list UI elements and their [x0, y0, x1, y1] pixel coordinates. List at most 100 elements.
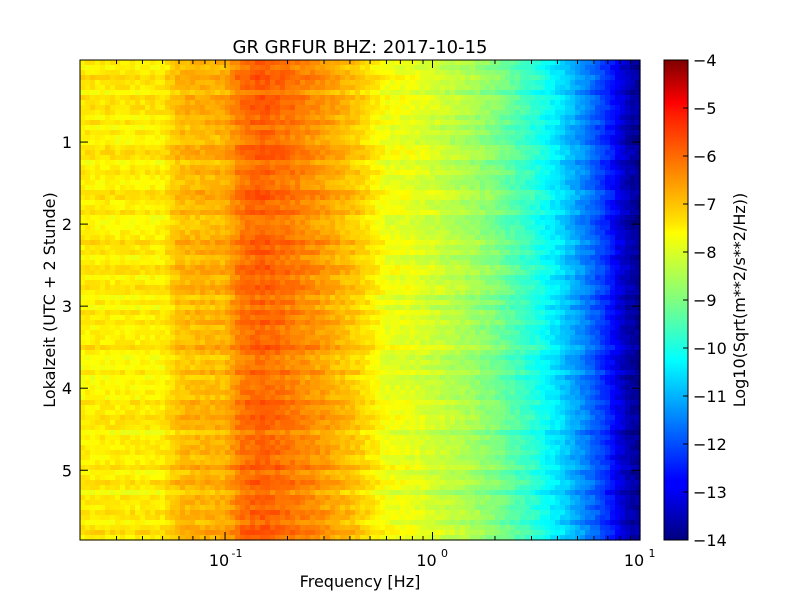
heatmap-cell — [160, 105, 166, 111]
heatmap-cell — [100, 390, 106, 396]
heatmap-cell — [185, 460, 191, 466]
heatmap-cell — [145, 530, 151, 536]
heatmap-cell — [315, 395, 321, 401]
heatmap-cell — [125, 105, 131, 111]
heatmap-cell — [285, 135, 291, 141]
heatmap-cell — [335, 510, 341, 516]
heatmap-cell — [200, 220, 206, 226]
heatmap-cell — [210, 100, 216, 106]
heatmap-cell — [215, 400, 221, 406]
heatmap-cell — [115, 345, 121, 351]
heatmap-cell — [125, 335, 131, 341]
heatmap-cell — [100, 450, 106, 456]
heatmap-cell — [160, 90, 166, 96]
heatmap-cell — [325, 210, 331, 216]
heatmap-cell — [245, 100, 251, 106]
heatmap-cell — [180, 450, 186, 456]
heatmap-cell — [255, 130, 261, 136]
heatmap-cell — [205, 380, 211, 386]
heatmap-cell — [85, 250, 91, 256]
heatmap-cell — [315, 190, 321, 196]
heatmap-cell — [100, 505, 106, 511]
heatmap-cell — [275, 165, 281, 171]
heatmap-cell — [100, 525, 106, 531]
heatmap-cell — [195, 100, 201, 106]
heatmap-cell — [310, 120, 316, 126]
heatmap-cell — [260, 380, 266, 386]
heatmap-cell — [315, 150, 321, 156]
heatmap-cell — [135, 190, 141, 196]
heatmap-cell — [225, 260, 231, 266]
heatmap-cell — [90, 470, 96, 476]
heatmap-cell — [230, 400, 236, 406]
heatmap-cell — [310, 255, 316, 261]
heatmap-cell — [325, 520, 331, 526]
heatmap-cell — [295, 165, 301, 171]
heatmap-cell — [140, 160, 146, 166]
heatmap-cell — [125, 330, 131, 336]
heatmap-cell — [270, 190, 276, 196]
heatmap-cell — [85, 375, 91, 381]
heatmap-cell — [85, 260, 91, 266]
heatmap-cell — [160, 485, 166, 491]
heatmap-cell — [315, 195, 321, 201]
heatmap-cell — [315, 260, 321, 266]
heatmap-cell — [190, 340, 196, 346]
heatmap-cell — [155, 115, 161, 121]
heatmap-cell — [120, 330, 126, 336]
heatmap-cell — [115, 300, 121, 306]
heatmap-cell — [90, 235, 96, 241]
heatmap-cell — [100, 280, 106, 286]
heatmap-cell — [185, 255, 191, 261]
heatmap-cell — [80, 495, 86, 501]
heatmap-cell — [235, 510, 241, 516]
heatmap-cell — [185, 175, 191, 181]
heatmap-cell — [85, 400, 91, 406]
heatmap-cell — [95, 510, 101, 516]
heatmap-cell — [305, 375, 311, 381]
heatmap-cell — [245, 270, 251, 276]
heatmap-cell — [315, 435, 321, 441]
heatmap-cell — [270, 85, 276, 91]
heatmap-cell — [195, 165, 201, 171]
heatmap-cell — [145, 460, 151, 466]
heatmap-cell — [115, 465, 121, 471]
heatmap-cell — [170, 390, 176, 396]
heatmap-cell — [85, 80, 91, 86]
heatmap-cell — [330, 450, 336, 456]
heatmap-cell — [155, 420, 161, 426]
heatmap-cell — [265, 240, 271, 246]
heatmap-cell — [315, 270, 321, 276]
heatmap-cell — [180, 460, 186, 466]
heatmap-cell — [155, 225, 161, 231]
heatmap-cell — [85, 95, 91, 101]
heatmap-cell — [335, 240, 341, 246]
heatmap-cell — [260, 445, 266, 451]
heatmap-cell — [170, 360, 176, 366]
heatmap-cell — [205, 185, 211, 191]
heatmap-cell — [190, 395, 196, 401]
heatmap-cell — [145, 425, 151, 431]
heatmap-cell — [135, 475, 141, 481]
heatmap-cell — [185, 65, 191, 71]
heatmap-cell — [230, 170, 236, 176]
heatmap-cell — [280, 485, 286, 491]
heatmap-cell — [300, 170, 306, 176]
heatmap-cell — [190, 280, 196, 286]
heatmap-cell — [195, 65, 201, 71]
heatmap-cell — [115, 280, 121, 286]
heatmap-cell — [295, 245, 301, 251]
heatmap-cell — [255, 510, 261, 516]
heatmap-cell — [130, 180, 136, 186]
heatmap-cell — [135, 90, 141, 96]
heatmap-cell — [130, 500, 136, 506]
heatmap-cell — [165, 120, 171, 126]
heatmap-cell — [105, 145, 111, 151]
heatmap-cell — [115, 305, 121, 311]
heatmap-cell — [225, 315, 231, 321]
heatmap-cell — [130, 280, 136, 286]
heatmap-cell — [135, 160, 141, 166]
heatmap-cell — [320, 270, 326, 276]
heatmap-cell — [190, 400, 196, 406]
heatmap-cell — [95, 280, 101, 286]
